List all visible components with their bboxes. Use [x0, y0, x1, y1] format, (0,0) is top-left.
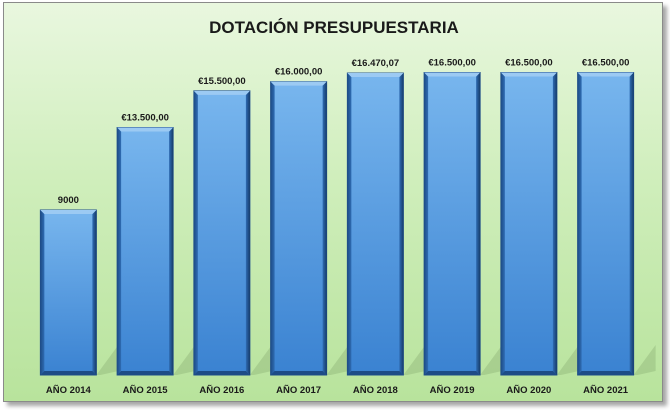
bar-bevel-left: [40, 210, 45, 375]
bar-bevel-bottom: [500, 371, 557, 375]
data-label: €16.500,00: [582, 58, 630, 69]
bar-bevel-bottom: [270, 371, 327, 375]
data-label: €15.500,00: [198, 76, 246, 87]
bar-bevel-left: [347, 73, 352, 376]
bar-bevel-top: [193, 90, 250, 95]
bar-bevel-right: [476, 72, 481, 375]
bar-chart: DOTACIÓN PRESUPUESTARIA 9000 AÑO 2014 €13.…: [39, 18, 656, 396]
bar-bevel-left: [193, 90, 198, 375]
chart-title: DOTACIÓN PRESUPUESTARIA: [209, 18, 459, 37]
bar-shadow: [249, 345, 272, 375]
bar-bevel-top: [577, 72, 634, 77]
bar-bevel-right: [92, 210, 97, 375]
bar-bevel-top: [347, 73, 404, 78]
bar-bevel-left: [270, 81, 275, 376]
x-tick-label: AÑO 2015: [123, 385, 169, 396]
data-label: 9000: [58, 195, 79, 206]
bar-bevel-right: [169, 127, 174, 375]
bar-bevel-right: [399, 73, 404, 376]
bar: [346, 72, 404, 376]
bar-bevel-bottom: [193, 371, 250, 375]
bar: [39, 209, 97, 376]
bar: [500, 72, 558, 376]
x-tick-label: AÑO 2020: [506, 385, 551, 396]
data-label: €16.500,00: [428, 58, 476, 69]
bar-bevel-bottom: [347, 371, 404, 375]
bar-bevel-right: [322, 81, 327, 376]
bar-bevel-top: [270, 81, 327, 86]
bar-shadow: [480, 345, 503, 375]
bar-bevel-bottom: [424, 371, 481, 375]
data-label: €16.470,07: [352, 58, 400, 69]
data-label: €16.000,00: [275, 67, 323, 78]
bar-bevel-top: [424, 72, 481, 77]
bar-bevel-left: [424, 72, 429, 375]
chart-frame: DOTACIÓN PRESUPUESTARIA 9000 AÑO 2014 €13.…: [3, 2, 663, 402]
bar-bevel-bottom: [117, 371, 174, 375]
x-tick-label: AÑO 2016: [199, 385, 244, 396]
bar-bevel-right: [245, 90, 250, 375]
bar-bevel-top: [117, 127, 174, 132]
bar-bevel-bottom: [577, 371, 634, 375]
bar-bevel-top: [500, 72, 557, 77]
data-label: €13.500,00: [121, 113, 169, 124]
bar: [193, 90, 251, 376]
bar-shadow: [326, 345, 349, 375]
x-tick-label: AÑO 2018: [353, 385, 398, 396]
bar-bevel-bottom: [40, 371, 97, 375]
bar-bevel-right: [629, 72, 634, 375]
bar: [116, 127, 174, 376]
bar: [577, 72, 635, 376]
bar-bevel-left: [117, 127, 122, 375]
x-tick-label: AÑO 2017: [276, 385, 321, 396]
x-tick-label: AÑO 2014: [46, 385, 92, 396]
bar-shadow: [96, 345, 119, 375]
bar: [270, 81, 328, 376]
bar-bevel-top: [40, 210, 97, 214]
bar-shadow: [556, 345, 579, 375]
bar-shadow: [633, 345, 656, 375]
bar-shadow: [403, 345, 426, 375]
bar-bevel-right: [552, 72, 557, 375]
bar: [423, 72, 481, 376]
bar-shadow: [173, 345, 196, 375]
bar-bevel-left: [577, 72, 582, 375]
data-label: €16.500,00: [505, 58, 553, 69]
x-tick-label: AÑO 2021: [583, 385, 629, 396]
x-tick-label: AÑO 2019: [430, 385, 475, 396]
bar-bevel-left: [500, 72, 505, 375]
